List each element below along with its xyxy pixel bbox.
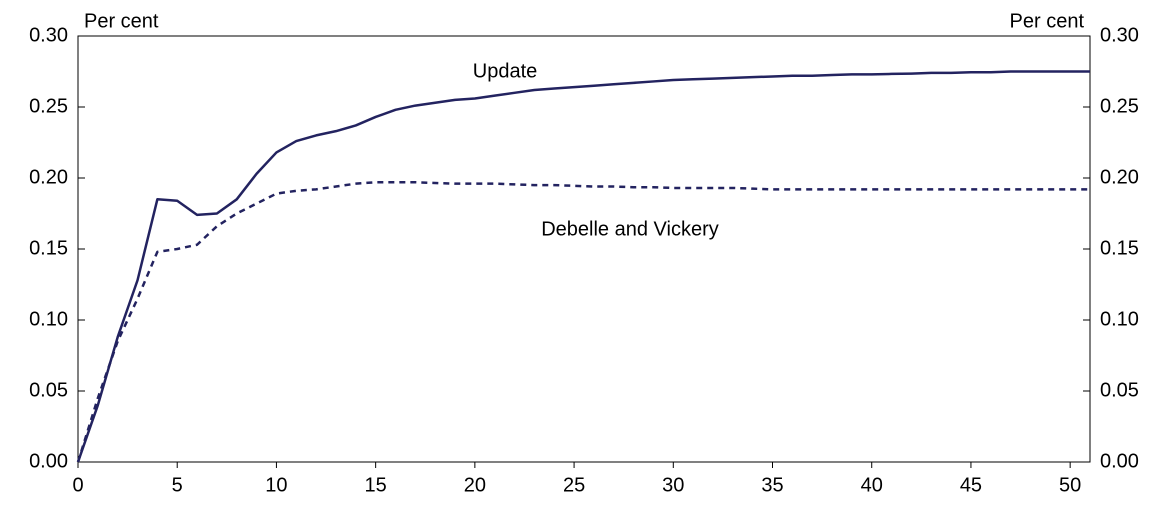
x-tick-label: 10 — [265, 474, 287, 496]
x-tick-label: 50 — [1059, 474, 1081, 496]
x-tick-label: 45 — [960, 474, 982, 496]
y2-tick-label: 0.30 — [1100, 24, 1139, 46]
x-tick-label: 0 — [72, 474, 83, 496]
x-tick-label: 40 — [861, 474, 883, 496]
x-tick-label: 5 — [172, 474, 183, 496]
y-tick-label: 0.30 — [29, 24, 68, 46]
y-tick-label: 0.15 — [29, 237, 68, 259]
y2-tick-label: 0.05 — [1100, 379, 1139, 401]
y2-tick-label: 0.15 — [1100, 237, 1139, 259]
x-tick-label: 25 — [563, 474, 585, 496]
y-tick-label: 0.20 — [29, 166, 68, 188]
y-tick-label: 0.25 — [29, 95, 68, 117]
annotation: Update — [473, 60, 538, 82]
y2-tick-label: 0.25 — [1100, 95, 1139, 117]
y2-unit-label: Per cent — [1010, 10, 1085, 32]
x-tick-label: 35 — [761, 474, 783, 496]
x-tick-label: 15 — [365, 474, 387, 496]
annotation: Debelle and Vickery — [541, 218, 719, 240]
series-line — [76, 181, 1090, 463]
y-tick-label: 0.10 — [29, 308, 68, 330]
y2-tick-label: 0.20 — [1100, 166, 1139, 188]
y2-tick-label: 0.10 — [1100, 308, 1139, 330]
y-tick-label: 0.05 — [29, 379, 68, 401]
series-line — [76, 70, 1090, 463]
x-tick-label: 20 — [464, 474, 486, 496]
y2-tick-label: 0.00 — [1100, 450, 1139, 472]
y-tick-label: 0.00 — [29, 450, 68, 472]
y-unit-label: Per cent — [84, 10, 159, 32]
x-tick-label: 30 — [662, 474, 684, 496]
plot-frame — [77, 35, 1091, 463]
